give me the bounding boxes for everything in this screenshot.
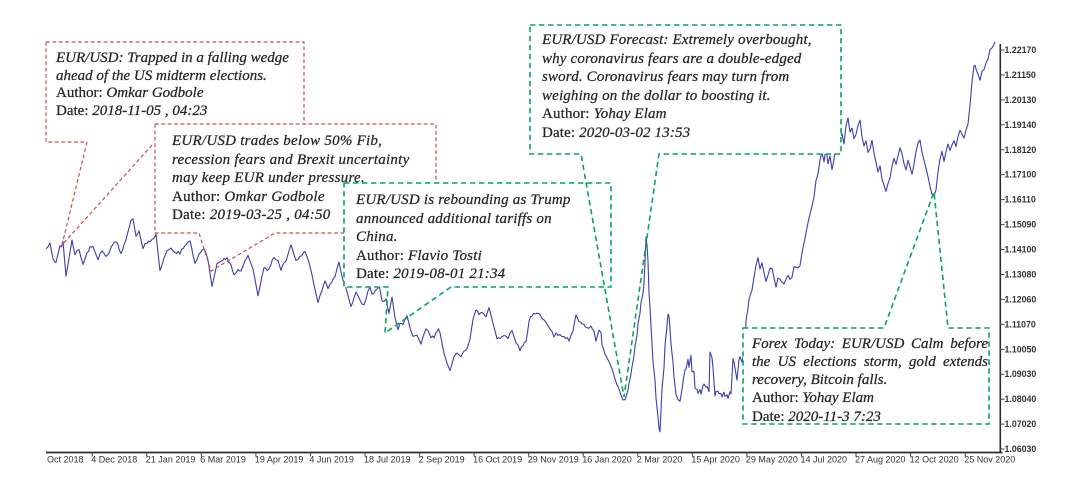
svg-text:1.19140: 1.19140 [1005,120,1037,130]
svg-text:1.15090: 1.15090 [1005,220,1037,230]
svg-text:18 Jul 2019: 18 Jul 2019 [364,455,411,465]
svg-text:16 Oct 2019: 16 Oct 2019 [473,455,522,465]
svg-text:1.11070: 1.11070 [1005,319,1036,329]
svg-text:19 Apr 2019: 19 Apr 2019 [255,455,304,465]
svg-text:1.08040: 1.08040 [1005,394,1037,404]
svg-text:4 Dec 2018: 4 Dec 2018 [91,455,137,465]
svg-text:1.17100: 1.17100 [1005,170,1037,180]
svg-text:1.07020: 1.07020 [1005,419,1037,429]
svg-text:1.06030: 1.06030 [1005,444,1037,454]
svg-text:1.10050: 1.10050 [1005,344,1037,354]
svg-text:2 Mar 2020: 2 Mar 2020 [637,455,683,465]
svg-text:1.22170: 1.22170 [1005,45,1037,55]
svg-text:16 Jan 2020: 16 Jan 2020 [582,455,632,465]
svg-text:1.20130: 1.20130 [1005,95,1037,105]
svg-text:6 Mar 2019: 6 Mar 2019 [200,455,246,465]
svg-text:1.18120: 1.18120 [1005,145,1037,155]
svg-text:15 Apr 2020: 15 Apr 2020 [691,455,740,465]
svg-text:29 May 2020: 29 May 2020 [746,455,798,465]
svg-text:Oct 2018: Oct 2018 [47,455,84,465]
svg-text:27 Aug 2020: 27 Aug 2020 [855,455,906,465]
svg-text:1.14100: 1.14100 [1005,245,1037,255]
svg-text:29 Nov 2019: 29 Nov 2019 [528,455,579,465]
svg-text:1.13080: 1.13080 [1005,270,1037,280]
svg-text:4 Jun 2019: 4 Jun 2019 [309,455,354,465]
svg-text:2 Sep 2019: 2 Sep 2019 [419,455,465,465]
svg-text:1.21150: 1.21150 [1005,70,1036,80]
svg-text:1.12060: 1.12060 [1005,294,1037,304]
svg-text:12 Oct 2020: 12 Oct 2020 [910,455,959,465]
svg-text:1.16110: 1.16110 [1005,195,1036,205]
svg-text:14 Jul 2020: 14 Jul 2020 [801,455,848,465]
svg-text:1.09030: 1.09030 [1005,369,1037,379]
svg-text:25 Nov 2020: 25 Nov 2020 [964,455,1015,465]
svg-text:21 Jan 2019: 21 Jan 2019 [146,455,196,465]
